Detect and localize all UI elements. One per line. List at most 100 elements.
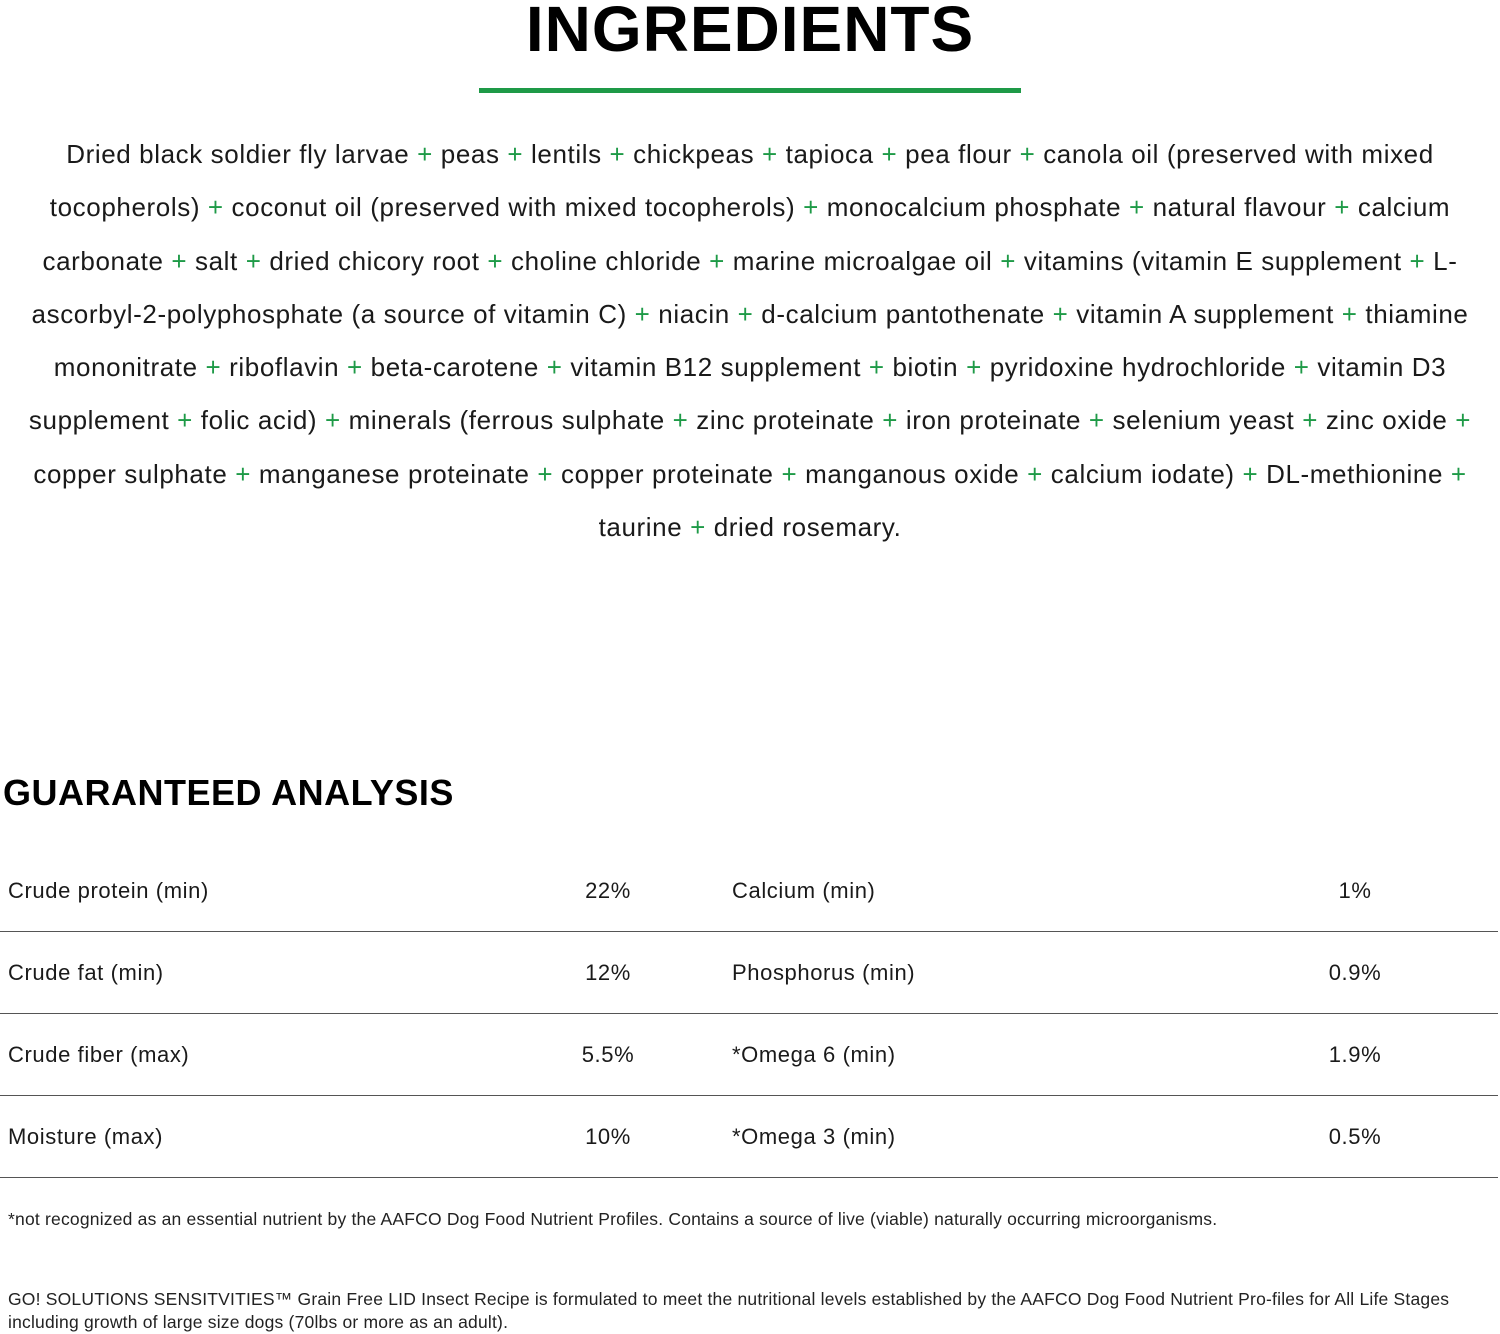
plus-separator: + <box>1242 458 1259 489</box>
plus-separator: + <box>1302 405 1318 436</box>
ingredient: minerals (ferrous sulphate <box>348 405 665 436</box>
ingredient: riboflavin <box>229 352 340 383</box>
ingredient: chickpeas <box>633 139 755 169</box>
ingredient: lentils <box>531 139 602 169</box>
nutrient-value: 22% <box>508 850 708 932</box>
nutrient-label: *Omega 6 (min) <box>708 1013 1212 1096</box>
ingredient: tapioca <box>785 139 874 169</box>
plus-separator: + <box>1341 298 1358 329</box>
ingredient: folic acid) <box>200 405 318 436</box>
ingredient: DL-methionine <box>1266 458 1443 489</box>
nutrient-value: 1.9% <box>1212 1013 1498 1096</box>
plus-separator: + <box>507 139 524 169</box>
plus-separator: + <box>235 458 252 489</box>
analysis-row: Crude protein (min) 22% Calcium (min) 1% <box>0 850 1498 932</box>
plus-separator: + <box>417 139 433 169</box>
plus-separator: + <box>762 139 778 169</box>
analysis-row: Crude fat (min) 12% Phosphorus (min) 0.9% <box>0 931 1498 1014</box>
plus-separator: + <box>1409 245 1426 276</box>
footnote: *not recognized as an essential nutrient… <box>8 1209 1218 1229</box>
ingredient: monocalcium phosphate <box>826 192 1122 223</box>
nutrient-label: Crude fiber (max) <box>0 1013 508 1096</box>
plus-separator: + <box>177 405 193 436</box>
plus-separator: + <box>537 458 554 489</box>
title-underline <box>479 88 1021 93</box>
nutrient-label: Calcium (min) <box>708 850 1212 932</box>
plus-separator: + <box>1000 245 1017 276</box>
ingredient: vitamins (vitamin E supplement <box>1023 245 1402 276</box>
ingredient: taurine <box>598 512 683 543</box>
nutrient-value: 12% <box>508 931 708 1014</box>
plus-separator: + <box>1088 405 1105 436</box>
nutrient-value: 0.5% <box>1212 1095 1498 1178</box>
plus-separator: + <box>868 352 885 383</box>
plus-separator: + <box>737 298 754 329</box>
plus-separator: + <box>325 405 341 436</box>
ingredient: d-calcium pantothenate <box>761 298 1045 329</box>
plus-separator: + <box>487 245 504 276</box>
ingredient: peas <box>440 139 500 169</box>
plus-separator: + <box>709 245 725 276</box>
nutrient-label: *Omega 3 (min) <box>708 1095 1212 1178</box>
ingredient: Dried black soldier fly larvae <box>66 139 410 169</box>
plus-separator: + <box>781 458 798 489</box>
nutrient-label: Crude protein (min) <box>0 850 508 932</box>
plus-separator: + <box>1019 139 1036 169</box>
nutrient-label: Crude fat (min) <box>0 931 508 1014</box>
plus-separator: + <box>546 352 563 383</box>
ingredient: manganous oxide <box>805 458 1020 489</box>
plus-separator: + <box>205 352 222 383</box>
ingredient: vitamin A supplement <box>1076 298 1334 329</box>
ingredient: choline chloride <box>511 245 702 276</box>
plus-separator: + <box>881 139 898 169</box>
plus-separator: + <box>1450 458 1467 489</box>
plus-separator: + <box>1129 192 1145 223</box>
nutrient-value: 1% <box>1212 850 1498 932</box>
analysis-row: Crude fiber (max) 5.5% *Omega 6 (min) 1.9% <box>0 1013 1498 1096</box>
ingredient: iron proteinate <box>905 405 1082 436</box>
plus-separator: + <box>966 352 982 383</box>
nutrient-value: 10% <box>508 1095 708 1178</box>
plus-separator: + <box>171 245 188 276</box>
plus-separator: + <box>690 512 706 543</box>
ingredient: pyridoxine hydrochloride <box>989 352 1286 383</box>
ingredient: vitamin B12 supplement <box>570 352 862 383</box>
aafco-statement: GO! SOLUTIONS SENSITVITIES™ Grain Free L… <box>8 1289 1450 1332</box>
ingredient: calcium iodate) <box>1050 458 1235 489</box>
ingredient: dried rosemary. <box>713 512 902 543</box>
ingredient: zinc proteinate <box>696 405 875 436</box>
ingredient: calcium carbonate <box>42 192 1451 276</box>
plus-separator: + <box>672 405 689 436</box>
plus-separator: + <box>609 139 626 169</box>
ingredient: natural flavour <box>1152 192 1327 223</box>
ingredient: canola oil (preserved with mixed tocophe… <box>49 139 1434 223</box>
ingredient: pea flour <box>905 139 1012 169</box>
ingredient: salt <box>195 245 238 276</box>
ingredient: marine microalgae oil <box>732 245 993 276</box>
ingredient: L-ascorbyl-2-polyphosphate (a source of … <box>31 245 1458 329</box>
ingredients-title: INGREDIENTS <box>525 0 975 65</box>
nutrient-label: Moisture (max) <box>0 1095 508 1178</box>
ingredient: biotin <box>892 352 959 383</box>
plus-separator: + <box>207 192 224 223</box>
ingredient: vitamin D3 supplement <box>28 352 1447 436</box>
plus-separator: + <box>1334 192 1351 223</box>
ingredient: beta-carotene <box>370 352 539 383</box>
plus-separator: + <box>882 405 899 436</box>
ingredient: niacin <box>658 298 730 329</box>
ingredient: manganese proteinate <box>258 458 530 489</box>
nutrient-label: Phosphorus (min) <box>708 931 1212 1014</box>
ingredient: copper proteinate <box>561 458 774 489</box>
ingredients-list: Dried black soldier fly larvae + peas + … <box>14 128 1486 554</box>
plus-separator: + <box>1455 405 1472 436</box>
plus-separator: + <box>347 352 363 383</box>
ingredient: copper sulphate <box>33 458 228 489</box>
ingredient: dried chicory root <box>269 245 480 276</box>
guaranteed-analysis-title: GUARANTEED ANALYSIS <box>3 772 454 813</box>
nutrient-value: 0.9% <box>1212 931 1498 1014</box>
plus-separator: + <box>245 245 262 276</box>
plus-separator: + <box>1027 458 1043 489</box>
analysis-row: Moisture (max) 10% *Omega 3 (min) 0.5% <box>0 1095 1498 1178</box>
ingredient: selenium yeast <box>1112 405 1295 436</box>
plus-separator: + <box>634 298 651 329</box>
